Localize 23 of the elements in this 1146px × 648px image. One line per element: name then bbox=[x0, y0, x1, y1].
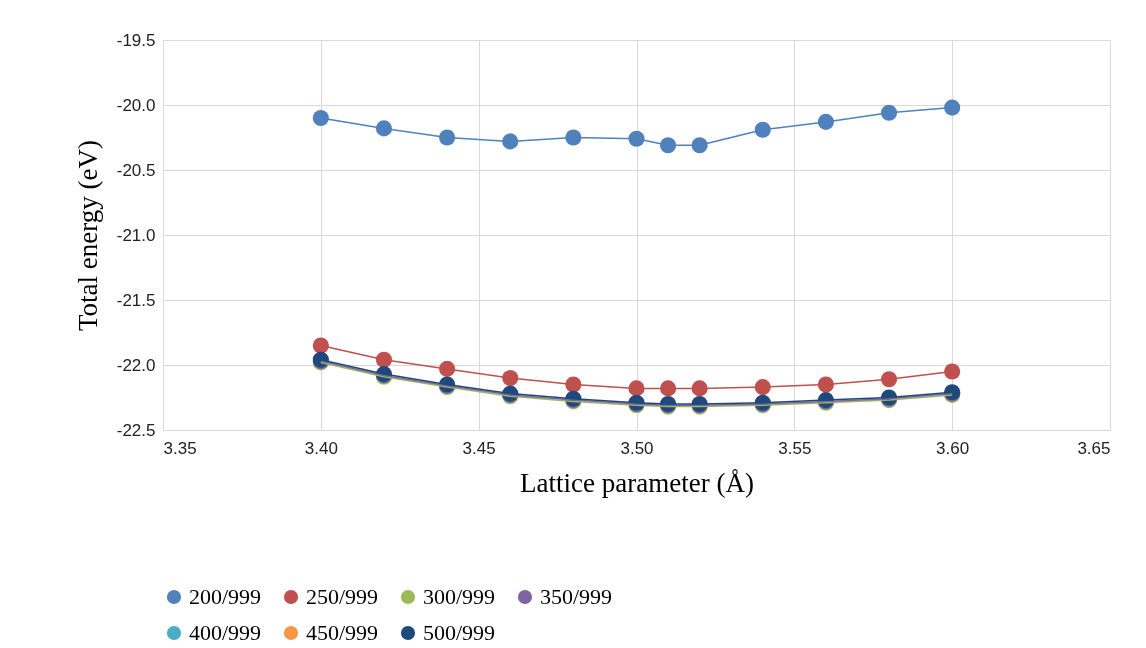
legend-label: 250/999 bbox=[306, 584, 379, 609]
y-tick-label: -20.5 bbox=[116, 160, 156, 180]
x-tick-label: 3.50 bbox=[620, 438, 654, 458]
y-tick-label: -22.0 bbox=[116, 355, 156, 375]
y-tick-label: -21.5 bbox=[116, 290, 156, 310]
y-axis-title: Total energy (eV) bbox=[72, 139, 103, 332]
y-tick-label: -19.5 bbox=[116, 30, 156, 50]
x-tick-label: 3.40 bbox=[304, 438, 338, 458]
legend-label: 400/999 bbox=[189, 620, 262, 645]
x-tick-label: 3.60 bbox=[936, 438, 970, 458]
legend-label: 500/999 bbox=[423, 620, 496, 645]
legend-label: 300/999 bbox=[423, 584, 496, 609]
legend-label: 450/999 bbox=[306, 620, 379, 645]
y-tick-label: -20.0 bbox=[116, 95, 156, 115]
x-tick-label: 3.65 bbox=[1077, 438, 1111, 458]
y-tick-label: -22.5 bbox=[116, 420, 156, 440]
x-tick-label: 3.55 bbox=[778, 438, 812, 458]
x-tick-label: 3.35 bbox=[163, 438, 197, 458]
x-axis-title: Lattice parameter (Å) bbox=[520, 467, 754, 498]
legend-label: 350/999 bbox=[540, 584, 613, 609]
x-tick-label: 3.45 bbox=[462, 438, 496, 458]
y-tick-label: -21.0 bbox=[116, 225, 156, 245]
legend-label: 200/999 bbox=[189, 584, 262, 609]
